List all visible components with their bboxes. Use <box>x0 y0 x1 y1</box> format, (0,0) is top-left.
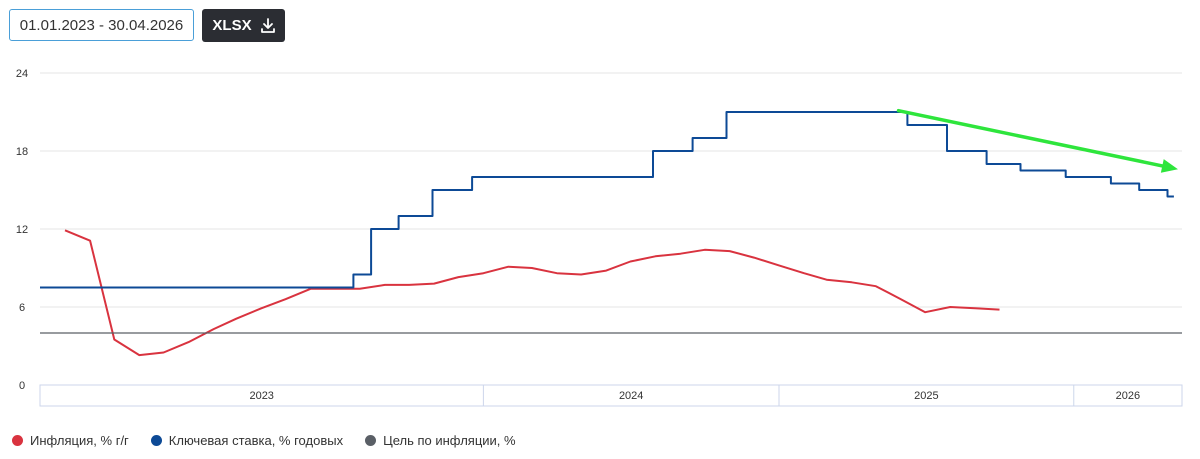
legend: Инфляция, % г/г Ключевая ставка, % годов… <box>12 433 516 448</box>
date-range-text: 01.01.2023 - 30.04.2026 <box>19 16 184 34</box>
y-tick-label: 6 <box>19 302 25 314</box>
y-tick-label: 0 <box>19 380 25 392</box>
series-line-inflation <box>64 229 1000 357</box>
legend-label-target: Цель по инфляции, % <box>383 433 516 448</box>
x-tick-label: 2024 <box>619 390 643 402</box>
inflation-key-rate-chart: 0 6 12 18 24 2023 2024 2025 2026 <box>16 68 1183 407</box>
legend-label-key-rate: Ключевая ставка, % годовых <box>168 433 344 448</box>
y-tick-label: 24 <box>16 68 28 80</box>
trend-arrow-head <box>1160 159 1178 173</box>
x-axis: 2023 2024 2025 2026 <box>39 384 1183 407</box>
download-icon <box>260 18 275 33</box>
x-axis-band <box>39 384 1183 407</box>
xlsx-export-button[interactable]: XLSX <box>202 9 285 42</box>
trend-arrow-line <box>896 108 1165 168</box>
y-tick-label: 18 <box>16 146 28 158</box>
x-tick-label: 2025 <box>914 390 938 402</box>
legend-label-inflation: Инфляция, % г/г <box>30 433 129 448</box>
legend-item-inflation[interactable]: Инфляция, % г/г <box>12 433 129 448</box>
legend-marker-inflation <box>12 435 23 446</box>
x-tick-label: 2023 <box>249 390 273 402</box>
legend-marker-key-rate <box>150 435 162 446</box>
legend-marker-target <box>365 435 377 446</box>
x-tick-label: 2026 <box>1116 390 1140 402</box>
series-lines <box>40 111 1182 357</box>
xlsx-export-label: XLSX <box>212 17 252 34</box>
grid-lines: 0 6 12 18 24 <box>16 68 1182 392</box>
legend-item-key-rate[interactable]: Ключевая ставка, % годовых <box>150 433 344 448</box>
y-tick-label: 12 <box>16 224 28 236</box>
series-line-key-rate <box>40 111 1174 289</box>
date-range-picker[interactable]: 01.01.2023 - 30.04.2026 <box>9 9 194 41</box>
legend-item-target[interactable]: Цель по инфляции, % <box>365 433 516 448</box>
annotations <box>896 108 1178 173</box>
